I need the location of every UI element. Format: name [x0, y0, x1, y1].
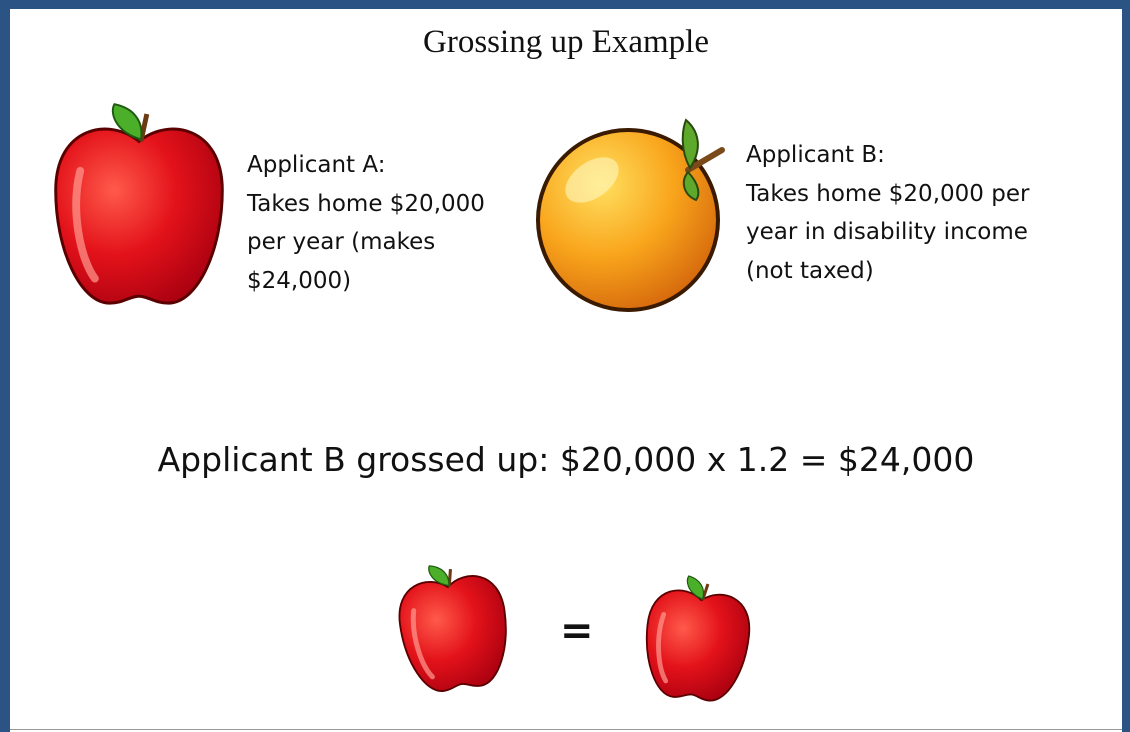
equals-sign: = — [560, 608, 594, 654]
text-line: Takes home $20,000 — [247, 185, 485, 224]
text-line: Applicant B: — [746, 136, 1029, 175]
apple-icon — [382, 546, 525, 695]
slide: Grossing up Example Applicant A:Takes ho… — [0, 0, 1130, 732]
text-line: Takes home $20,000 per — [746, 175, 1029, 214]
apple-icon — [625, 559, 764, 704]
title: Grossing up Example — [10, 24, 1122, 61]
text-line: year in disability income — [746, 213, 1029, 252]
text-line: (not taxed) — [746, 252, 1029, 291]
orange-icon — [538, 120, 722, 310]
apple-icon — [56, 104, 223, 303]
text-line: Applicant A: — [247, 146, 485, 185]
text-line: $24,000) — [247, 262, 485, 301]
formula: Applicant B grossed up: $20,000 x 1.2 = … — [10, 440, 1122, 479]
text-line: per year (makes — [247, 223, 485, 262]
